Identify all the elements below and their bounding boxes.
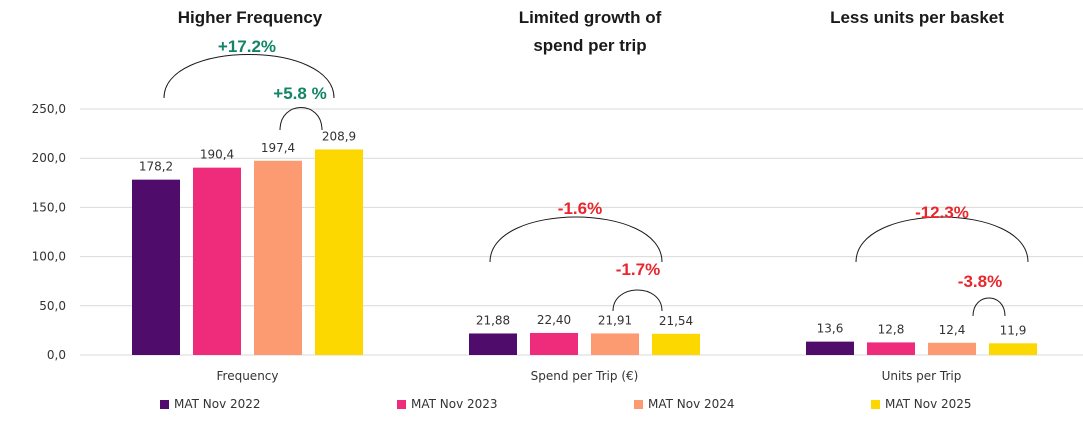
title-units: Less units per basket: [830, 8, 1004, 27]
change-spend-yoy: -1.7%: [615, 260, 661, 279]
data-label: 197,4: [261, 141, 295, 155]
y-tick-label: 100,0: [32, 250, 66, 264]
bracket-spend-yoy: [612, 289, 663, 312]
change-spend-total: -1.6%: [557, 199, 603, 218]
bar-1-1: [530, 332, 578, 355]
data-label: 178,2: [139, 160, 173, 174]
bar-3-2: [989, 343, 1037, 355]
bar-1-0: [193, 167, 241, 355]
data-label: 21,91: [598, 313, 632, 327]
title-spend: Limited growth of spend per trip: [518, 8, 662, 55]
data-label: 11,9: [1000, 323, 1027, 337]
x-category-label: Spend per Trip (€): [531, 369, 639, 383]
legend-swatch: [871, 399, 880, 409]
change-units-yoy: -3.8%: [957, 272, 1003, 291]
bar-2-0: [254, 160, 302, 355]
legend-label: MAT Nov 2024: [648, 397, 735, 411]
data-label: 21,88: [476, 313, 510, 327]
data-label: 190,4: [200, 148, 234, 162]
bar-0-2: [806, 341, 854, 355]
x-category-label: Frequency: [217, 369, 279, 383]
bar-3-0: [315, 149, 363, 355]
legend-swatch: [160, 399, 169, 409]
change-frequency-total: +17.2%: [217, 37, 277, 56]
legend-item-2025: MAT Nov 2025: [871, 397, 972, 411]
legend-label: MAT Nov 2025: [885, 397, 972, 411]
data-label: 12,8: [878, 322, 905, 336]
bar-2-1: [591, 333, 639, 355]
bracket-units-total: [855, 216, 1029, 263]
data-label: 208,9: [322, 129, 356, 143]
title-frequency: Higher Frequency: [177, 8, 323, 27]
bar-1-2: [867, 342, 915, 355]
legend-label: MAT Nov 2022: [174, 397, 261, 411]
legend-item-2023: MAT Nov 2023: [397, 397, 498, 411]
bar-0-1: [469, 333, 517, 355]
data-label: 21,54: [659, 314, 693, 328]
y-tick-label: 200,0: [32, 151, 66, 165]
y-tick-label: 150,0: [32, 200, 66, 214]
y-tick-label: 50,0: [39, 299, 66, 313]
bracket-units-yoy: [972, 297, 1006, 317]
change-units-total: -12.3%: [915, 203, 969, 222]
y-tick-label: 250,0: [32, 102, 66, 116]
x-category-label: Units per Trip: [882, 369, 962, 383]
legend-label: MAT Nov 2023: [411, 397, 498, 411]
data-label: 13,6: [817, 322, 844, 336]
legend-swatch: [397, 399, 406, 409]
bar-0-0: [132, 179, 180, 355]
y-tick-label: 0,0: [47, 348, 66, 362]
bracket-frequency-yoy: [279, 107, 323, 131]
data-label: 12,4: [939, 323, 966, 337]
bracket-frequency-total: [163, 54, 335, 99]
bar-2-2: [928, 342, 976, 355]
legend-swatch: [634, 399, 643, 409]
bracket-spend-total: [489, 216, 663, 263]
data-label: 22,40: [537, 313, 571, 327]
change-frequency-yoy: +5.8 %: [273, 84, 327, 103]
legend-item-2022: MAT Nov 2022: [160, 397, 261, 411]
legend-item-2024: MAT Nov 2024: [634, 397, 735, 411]
bar-3-1: [652, 333, 700, 355]
